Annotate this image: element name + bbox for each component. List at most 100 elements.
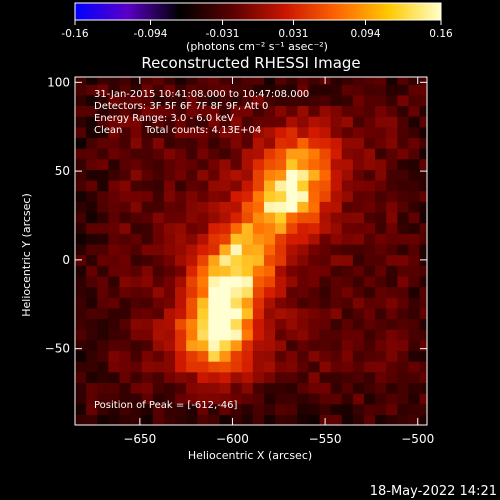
heatmap-cell xyxy=(252,169,265,181)
heatmap-cell xyxy=(175,211,187,224)
heatmap-cell xyxy=(186,211,198,224)
heatmap-cell xyxy=(308,371,321,383)
heatmap-cell xyxy=(419,169,427,181)
heatmap-cell xyxy=(286,179,298,192)
heatmap-cell xyxy=(386,190,398,202)
heatmap-cell xyxy=(408,382,421,394)
heatmap-cell xyxy=(352,371,365,383)
heatmap-cell xyxy=(308,350,321,362)
heatmap-cell xyxy=(97,254,109,266)
heatmap-cell xyxy=(141,190,154,202)
heatmap-cell xyxy=(141,84,154,96)
heatmap-cell xyxy=(419,233,427,245)
heatmap-cell xyxy=(319,158,332,170)
heatmap-cell xyxy=(252,137,265,149)
heatmap-cell xyxy=(419,318,427,330)
heatmap-cell xyxy=(286,148,298,160)
heatmap-cell xyxy=(130,222,143,234)
heatmap-cell xyxy=(175,361,187,373)
heatmap-cell xyxy=(275,318,287,330)
heatmap-cell xyxy=(330,137,343,149)
heatmap-cell xyxy=(375,77,387,85)
heatmap-cell xyxy=(252,307,265,320)
heatmap-cell xyxy=(75,243,87,256)
heatmap-cell xyxy=(163,158,176,170)
heatmap-cell xyxy=(241,265,254,277)
heatmap-cell xyxy=(230,393,243,405)
heatmap-cell xyxy=(141,233,154,245)
heatmap-cell xyxy=(86,137,98,149)
heatmap-cell xyxy=(175,414,187,425)
heatmap-cell xyxy=(341,403,354,415)
heatmap-cell xyxy=(163,286,176,298)
heatmap-cell xyxy=(397,318,410,330)
heatmap-cell xyxy=(208,222,221,234)
heatmap-cell xyxy=(230,77,243,85)
heatmap-cell xyxy=(186,339,198,352)
heatmap-cell xyxy=(319,233,332,245)
heatmap-cell xyxy=(397,371,410,383)
heatmap-cell xyxy=(208,286,221,298)
heatmap-cell xyxy=(141,201,154,213)
heatmap-cell xyxy=(397,233,410,245)
heatmap-cell xyxy=(75,137,87,149)
heatmap-cell xyxy=(297,158,310,170)
heatmap-cell xyxy=(352,201,365,213)
heatmap-cell xyxy=(308,286,321,298)
heatmap-cell xyxy=(86,243,98,256)
heatmap-cell xyxy=(119,403,132,415)
heatmap-cell xyxy=(330,275,343,288)
heatmap-cell xyxy=(241,105,254,117)
heatmap-cell xyxy=(375,414,387,425)
heatmap-cell xyxy=(341,179,354,192)
y-axis-label: Heliocentric Y (arcsec) xyxy=(20,193,33,317)
heatmap-cell xyxy=(252,190,265,202)
heatmap-cell xyxy=(397,158,410,170)
heatmap-cell xyxy=(341,201,354,213)
heatmap-cell xyxy=(341,382,354,394)
heatmap-cell xyxy=(152,211,165,224)
heatmap-cell xyxy=(141,393,154,405)
heatmap-cell xyxy=(375,148,387,160)
heatmap-cell xyxy=(175,116,187,128)
heatmap-cell xyxy=(130,254,143,266)
heatmap-cell xyxy=(230,190,243,202)
heatmap-cell xyxy=(308,148,321,160)
heatmap-cell xyxy=(263,286,276,298)
heatmap-cell xyxy=(86,403,98,415)
heatmap-cell xyxy=(208,361,221,373)
heatmap-cell xyxy=(208,297,221,309)
heatmap-cell xyxy=(364,393,376,405)
heatmap-cell xyxy=(308,329,321,341)
heatmap-cell xyxy=(341,318,354,330)
heatmap-cell xyxy=(352,329,365,341)
heatmap-cell xyxy=(308,77,321,85)
heatmap-cell xyxy=(286,307,298,320)
heatmap-cell xyxy=(108,179,121,192)
heatmap-cell xyxy=(241,414,254,425)
heatmap-cell xyxy=(130,126,143,138)
heatmap-cell xyxy=(408,126,421,138)
heatmap-cell xyxy=(186,286,198,298)
heatmap-cell xyxy=(308,297,321,309)
annotation-detectors: Detectors: 3F 5F 6F 7F 8F 9F, Att 0 xyxy=(94,101,268,112)
heatmap-cell xyxy=(364,329,376,341)
heatmap-cell xyxy=(97,318,109,330)
heatmap-cell xyxy=(397,94,410,107)
heatmap-cell xyxy=(119,339,132,352)
heatmap-cell xyxy=(141,222,154,234)
heatmap-cell xyxy=(341,371,354,383)
heatmap-cell xyxy=(186,169,198,181)
heatmap-cell xyxy=(330,329,343,341)
heatmap-cell xyxy=(419,126,427,138)
heatmap-cell xyxy=(97,201,109,213)
heatmap-cell xyxy=(86,265,98,277)
colorbar-tick-label: 0.031 xyxy=(278,28,308,40)
annotation-total-counts: Total counts: 4.13E+04 xyxy=(144,125,261,136)
heatmap-cell xyxy=(263,414,276,425)
heatmap-cell xyxy=(419,286,427,298)
heatmap-cell xyxy=(163,329,176,341)
heatmap-cell xyxy=(163,77,176,85)
heatmap-cell xyxy=(408,116,421,128)
heatmap-cell xyxy=(341,158,354,170)
